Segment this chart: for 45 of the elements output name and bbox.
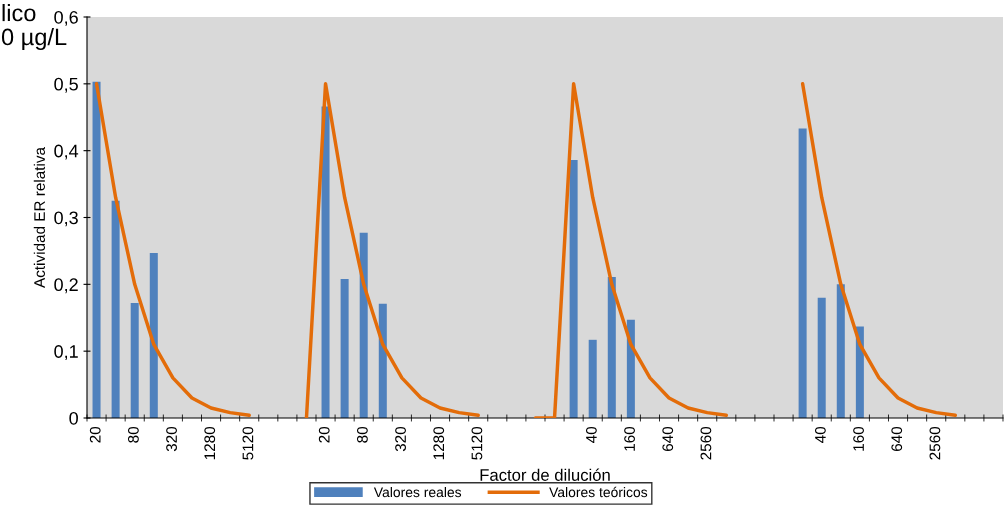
bar — [130, 303, 139, 418]
x-tick-label: 20 — [318, 426, 330, 443]
bar — [798, 128, 807, 418]
bar — [378, 303, 387, 418]
y-tick-label: 0 — [69, 411, 78, 425]
x-tick-label: 40 — [585, 426, 597, 443]
x-tick-label: 1280 — [433, 426, 445, 460]
legend-label: Valores teóricos — [549, 486, 648, 498]
bar — [569, 160, 578, 418]
x-tick-label: 5120 — [242, 426, 254, 460]
bar — [359, 232, 368, 418]
x-tick-label: 20 — [89, 426, 101, 443]
y-tick-label: 0,6 — [54, 10, 78, 26]
x-axis-title: Factor de dilución — [480, 468, 610, 481]
bar — [92, 81, 101, 418]
y-tick-label: 0,2 — [54, 278, 78, 294]
x-tick-label: 5120 — [471, 426, 483, 460]
x-tick-label: 320 — [395, 426, 406, 452]
y-tick-label: 0,3 — [54, 211, 78, 227]
x-tick-label: 640 — [891, 426, 903, 452]
x-tick-label: 640 — [662, 426, 674, 452]
text: 0 µg/L — [1, 28, 67, 51]
x-tick-label: 80 — [356, 426, 368, 443]
legend-label: Valores reales — [373, 486, 462, 498]
bar — [817, 297, 826, 418]
y-tick-label: 0,5 — [54, 77, 78, 93]
bar — [149, 252, 158, 418]
text: lico — [2, 4, 36, 22]
bar — [111, 200, 120, 418]
x-tick-label: 160 — [853, 426, 864, 451]
x-tick-label: 1280 — [204, 426, 216, 460]
y-axis-title: Actividad ER relativa — [33, 147, 45, 288]
x-tick-label: 160 — [624, 426, 635, 451]
bar — [588, 339, 597, 418]
x-tick-label: 2560 — [929, 426, 941, 460]
x-tick-label: 40 — [814, 426, 826, 443]
x-tick-label: 320 — [166, 426, 177, 452]
y-tick-label: 0,1 — [54, 345, 78, 361]
bar — [607, 276, 616, 418]
bar — [340, 278, 349, 418]
x-tick-label: 2560 — [700, 426, 712, 460]
y-tick-label: 0,4 — [54, 144, 79, 160]
bar — [321, 106, 330, 418]
x-tick-label: 80 — [127, 426, 139, 443]
bar — [836, 284, 845, 418]
